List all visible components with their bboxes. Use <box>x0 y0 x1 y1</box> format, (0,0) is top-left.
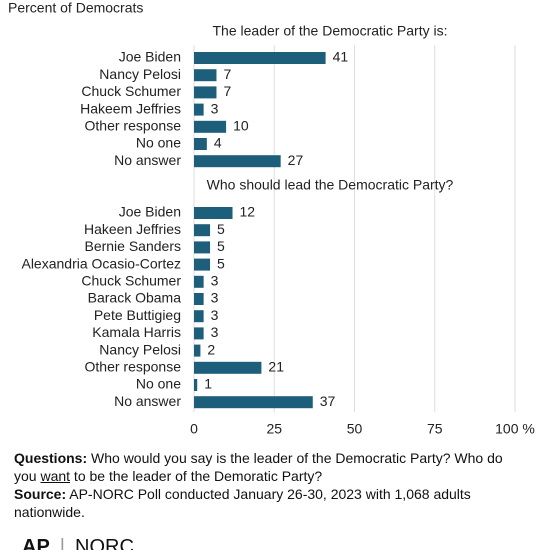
category-label: Nancy Pelosi <box>99 341 181 357</box>
value-label: 21 <box>268 359 284 375</box>
category-label: Barack Obama <box>88 290 182 306</box>
bar <box>194 327 204 340</box>
bar <box>194 379 198 391</box>
chart-subtitle: Percent of Democrats <box>8 0 143 16</box>
x-tick-label: 50 <box>347 421 363 437</box>
bar <box>194 293 204 305</box>
value-label: 7 <box>223 66 231 82</box>
category-label: Hakeem Jeffries <box>80 100 181 116</box>
value-label: 41 <box>333 49 349 65</box>
bar <box>194 396 313 409</box>
category-label: Chuck Schumer <box>81 273 181 289</box>
category-label: Pete Buttigieg <box>94 307 181 323</box>
value-label: 27 <box>288 152 304 168</box>
questions-text: to be the leader of the Demoratic Party? <box>70 468 323 484</box>
category-label: Joe Biden <box>119 204 181 220</box>
bar <box>194 120 227 133</box>
bar <box>194 155 281 168</box>
value-label: 5 <box>217 221 225 237</box>
chart: Percent of Democrats 0 25 50 75 100 %The lea… <box>8 0 535 437</box>
category-label: Chuck Schumer <box>81 83 181 99</box>
category-label: Bernie Sanders <box>84 238 181 254</box>
bar <box>194 224 211 237</box>
source-label: Source: <box>14 486 67 502</box>
value-label: 3 <box>211 324 219 340</box>
value-label: 3 <box>211 273 219 289</box>
questions-text: want <box>40 468 71 484</box>
panel-title: Who should lead the Democratic Party? <box>207 177 454 193</box>
bar <box>194 103 204 116</box>
x-tick-label: 25 <box>266 421 282 437</box>
category-label: Joe Biden <box>119 49 181 65</box>
logo: NORC <box>75 536 134 550</box>
x-tick-label: 100 % <box>495 421 535 437</box>
category-label: Alexandria Ocasio-Cortez <box>21 255 181 271</box>
bar <box>194 86 217 99</box>
value-label: 5 <box>217 238 225 254</box>
value-label: 12 <box>240 204 256 220</box>
bar <box>194 258 211 271</box>
bar <box>194 52 326 64</box>
divider: | <box>59 536 65 550</box>
category-label: Other response <box>85 118 182 134</box>
value-label: 1 <box>204 376 212 392</box>
x-tick-label: 75 <box>427 421 443 437</box>
category-label: Hakeen Jeffries <box>84 221 181 237</box>
bar <box>194 69 217 82</box>
source: Source: AP-NORC Poll conducted January 2… <box>14 485 514 521</box>
questions-text: Who would you say is the leader of the D… <box>14 450 503 484</box>
bar <box>194 310 204 323</box>
bar <box>194 344 201 357</box>
bar <box>194 207 233 219</box>
questions: Questions: Who would you say is the lead… <box>14 449 514 485</box>
value-label: 3 <box>211 100 219 116</box>
category-label: Kamala Harris <box>92 324 181 340</box>
value-label: 4 <box>214 135 222 151</box>
bar <box>194 361 262 374</box>
x-tick-label: 0 <box>190 421 198 437</box>
source-text: AP-NORC Poll conducted January 26-30, 20… <box>14 486 471 520</box>
value-label: 10 <box>233 118 249 134</box>
questions-label: Questions: <box>14 450 88 466</box>
category-label: Other response <box>85 359 182 375</box>
value-label: 7 <box>223 83 231 99</box>
bar <box>194 275 204 288</box>
bar <box>194 241 211 254</box>
category-label: No answer <box>114 393 181 409</box>
value-label: 3 <box>211 290 219 306</box>
notes: Questions: Who would you say is the lead… <box>14 449 514 521</box>
category-label: Nancy Pelosi <box>99 66 181 82</box>
logo: AP <box>22 536 50 550</box>
value-label: 3 <box>211 307 219 323</box>
panel-title: The leader of the Democratic Party is: <box>213 23 448 39</box>
value-label: 2 <box>207 341 215 357</box>
category-label: No one <box>136 135 181 151</box>
footer: AP | NORC <box>22 536 134 550</box>
category-label: No one <box>136 376 181 392</box>
value-label: 5 <box>217 255 225 271</box>
category-label: No answer <box>114 152 181 168</box>
value-label: 37 <box>320 393 336 409</box>
bar <box>194 138 207 150</box>
